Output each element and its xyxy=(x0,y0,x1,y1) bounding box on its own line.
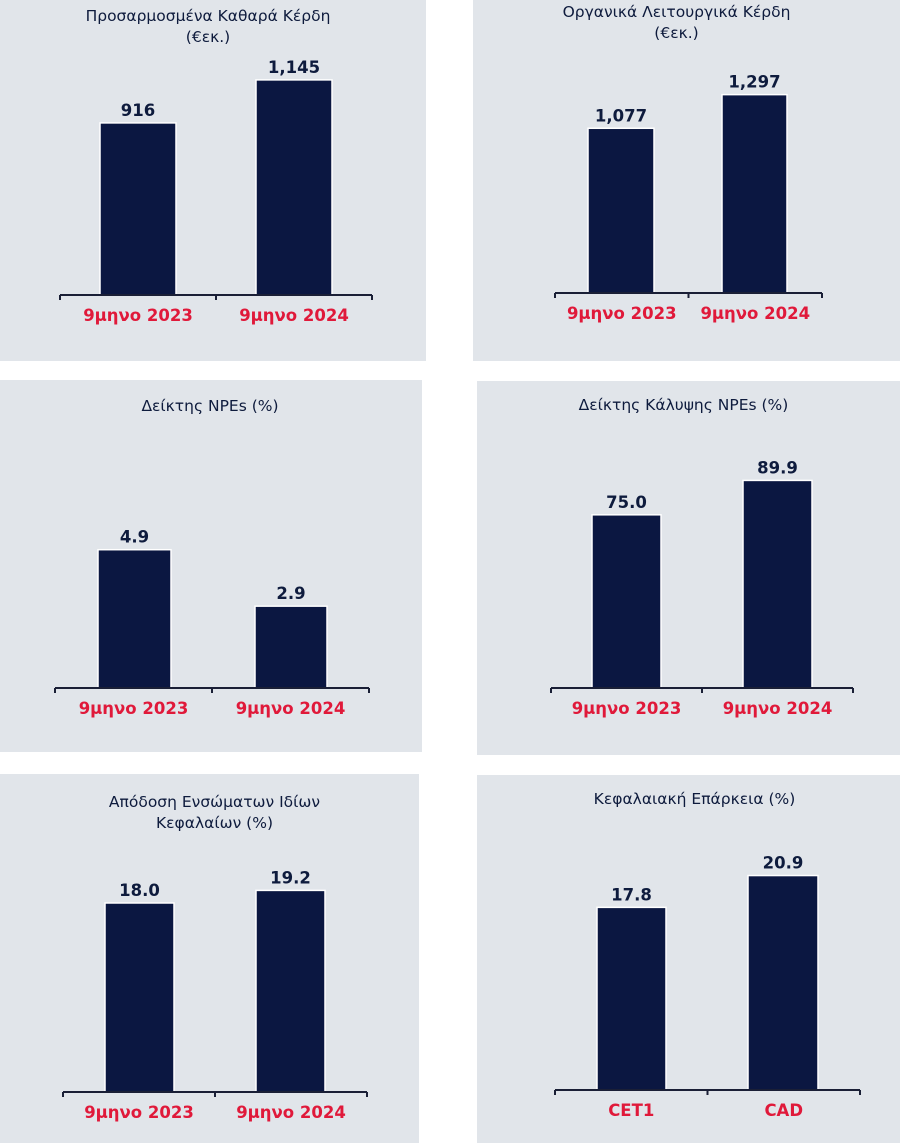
chart-title: Προσαρμοσμένα Καθαρά Κέρδη (€εκ.) xyxy=(0,6,426,48)
bar-value-label: 89.9 xyxy=(757,458,798,477)
bar xyxy=(99,122,177,296)
chart-title-line: Δείκτης NPEs (%) xyxy=(141,397,279,415)
category-label: 9μηνο 2023 xyxy=(79,699,189,718)
bar-value-label: 17.8 xyxy=(611,885,652,904)
chart-title-line: Κεφαλαίων (%) xyxy=(155,814,273,832)
bar xyxy=(742,479,813,689)
bar xyxy=(747,874,819,1091)
bar-value-label: 916 xyxy=(121,101,155,120)
bar xyxy=(591,514,662,689)
bar xyxy=(721,93,788,294)
chart-panel-npe-coverage-ratio: Δείκτης Κάλυψης NPEs (%) 75.0 9μηνο 2023 8… xyxy=(477,381,900,755)
category-label: 9μηνο 2024 xyxy=(236,1103,346,1122)
bar-value-label: 20.9 xyxy=(763,854,804,873)
category-label: 9μηνο 2023 xyxy=(83,306,193,325)
bar xyxy=(255,889,326,1093)
category-label: 9μηνο 2023 xyxy=(567,304,677,323)
bar xyxy=(255,79,333,296)
bar-value-label: 18.0 xyxy=(119,881,160,900)
bar-chart: 4.9 9μηνο 2023 2.9 9μηνο 2024 xyxy=(54,528,370,718)
bar-value-label: 1,077 xyxy=(595,106,647,125)
bar-chart: 18.0 9μηνο 2023 19.2 9μηνο 2024 xyxy=(62,868,368,1122)
chart-title: Απόδοση Ενσώματων Ιδίων Κεφαλαίων (%) xyxy=(10,792,419,834)
bar-chart: 1,077 9μηνο 2023 1,297 9μηνο 2024 xyxy=(554,73,823,323)
category-label: 9μηνο 2023 xyxy=(84,1103,194,1122)
bar xyxy=(254,605,328,689)
chart-panel-organic-operating-profit: Οργανικά Λειτουργικά Κέρδη (€εκ.) 1,077 9… xyxy=(473,0,900,361)
bar xyxy=(104,902,175,1093)
category-label: 9μηνο 2024 xyxy=(723,699,833,718)
bar xyxy=(596,906,667,1091)
bar-chart: 17.8 CET1 20.9 CAD xyxy=(554,854,861,1120)
chart-panel-capital-adequacy: Κεφαλαιακή Επάρκεια (%) 17.8 CET1 20.9 CAD xyxy=(477,775,900,1143)
chart-title-line: Κεφαλαιακή Επάρκεια (%) xyxy=(593,790,796,808)
chart-panel-return-on-tangible-equity: Απόδοση Ενσώματων Ιδίων Κεφαλαίων (%) 18… xyxy=(0,774,419,1143)
bar-value-label: 1,145 xyxy=(268,58,320,77)
chart-title-line: Απόδοση Ενσώματων Ιδίων xyxy=(108,793,321,811)
bar-chart: 75.0 9μηνο 2023 89.9 9μηνο 2024 xyxy=(550,458,854,718)
category-label: CAD xyxy=(764,1101,803,1120)
bar-value-label: 75.0 xyxy=(606,493,647,512)
chart-title: Δείκτης Κάλυψης NPEs (%) xyxy=(467,395,900,416)
chart-title-line: (€εκ.) xyxy=(654,24,699,42)
chart-title: Κεφαλαιακή Επάρκεια (%) xyxy=(489,789,900,810)
bar-value-label: 19.2 xyxy=(270,868,311,887)
category-label: 9μηνο 2024 xyxy=(239,306,349,325)
bar xyxy=(97,548,172,689)
category-label: CET1 xyxy=(608,1101,654,1120)
chart-title-line: Οργανικά Λειτουργικά Κέρδη xyxy=(562,3,791,21)
chart-title: Οργανικά Λειτουργικά Κέρδη (€εκ.) xyxy=(453,2,900,44)
bar-chart: 916 9μηνο 2023 1,145 9μηνο 2024 xyxy=(59,58,373,325)
chart-title-line: Προσαρμοσμένα Καθαρά Κέρδη xyxy=(85,7,331,25)
category-label: 9μηνο 2023 xyxy=(572,699,682,718)
bar-value-label: 1,297 xyxy=(728,73,780,92)
chart-title-line: (€εκ.) xyxy=(185,28,231,46)
chart-title: Δείκτης NPEs (%) xyxy=(0,396,422,417)
bar xyxy=(587,127,655,294)
bar-value-label: 2.9 xyxy=(276,584,305,603)
category-label: 9μηνο 2024 xyxy=(236,699,346,718)
chart-title-line: Δείκτης Κάλυψης NPEs (%) xyxy=(578,396,789,414)
category-label: 9μηνο 2024 xyxy=(700,304,810,323)
chart-panel-adjusted-net-profit: Προσαρμοσμένα Καθαρά Κέρδη (€εκ.) 916 9μη… xyxy=(0,0,426,361)
chart-panel-npe-ratio: Δείκτης NPEs (%) 4.9 9μηνο 2023 2.9 9μηνο 2… xyxy=(0,380,422,752)
bar-value-label: 4.9 xyxy=(120,528,149,547)
